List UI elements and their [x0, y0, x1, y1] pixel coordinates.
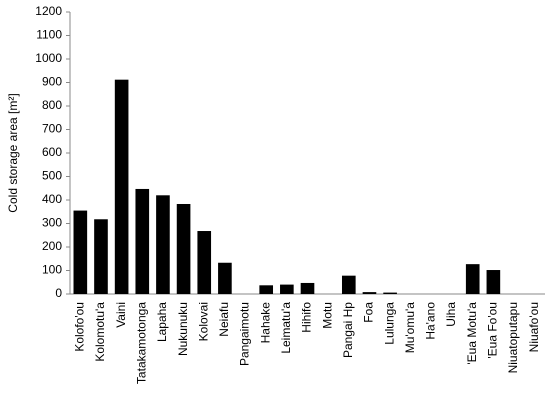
- bar: [156, 195, 170, 294]
- x-tick-label: Kolovai: [196, 302, 210, 341]
- x-tick-label: Vaini: [114, 302, 128, 328]
- x-tick-label: Pangaimotu: [238, 302, 252, 366]
- x-tick-label: Foa: [362, 302, 376, 323]
- y-tick-label: 200: [42, 239, 62, 253]
- x-tick-label: Neiafu: [217, 302, 231, 337]
- bar: [383, 292, 397, 294]
- y-tick-label: 300: [42, 216, 62, 230]
- bar: [280, 284, 294, 294]
- x-tick-label: Uiha: [444, 302, 458, 327]
- bar: [259, 285, 274, 294]
- bar: [135, 188, 150, 294]
- x-tick-label: Ha'ano: [424, 302, 438, 340]
- y-tick-label: 800: [42, 98, 62, 112]
- x-tick-label: Nukunuku: [176, 302, 190, 356]
- bar: [341, 275, 356, 294]
- y-tick-label: 600: [42, 145, 62, 159]
- x-tick-label: 'Eua Fo'ou: [486, 302, 500, 359]
- y-tick-label: 1000: [35, 51, 62, 65]
- x-tick-label: Pangai Hp: [341, 302, 355, 358]
- x-tick-label: Tatakamotonga: [134, 302, 148, 384]
- bar: [300, 282, 315, 294]
- y-axis-label: Cold storage area [m²]: [6, 93, 20, 212]
- x-tick-label: Kolomotu'a: [93, 302, 107, 362]
- y-tick-label: 400: [42, 192, 62, 206]
- bar: [114, 79, 129, 295]
- y-tick-label: 500: [42, 169, 62, 183]
- y-tick-label: 1200: [35, 4, 62, 18]
- bar: [465, 264, 480, 294]
- bar: [218, 262, 232, 294]
- y-tick-label: 1100: [36, 28, 62, 42]
- x-tick-label: Niuafo'ou: [527, 302, 541, 352]
- x-tick-label: Motu: [320, 302, 334, 329]
- bar: [197, 231, 212, 294]
- y-tick-label: 900: [42, 75, 62, 89]
- x-tick-label: 'Eua Motu'a: [465, 302, 479, 365]
- y-tick-label: 0: [55, 286, 62, 300]
- x-tick-label: Kolofo'ou: [72, 302, 86, 352]
- x-tick-label: Leimatu'a: [279, 302, 293, 354]
- y-tick-label: 700: [42, 122, 62, 136]
- bar: [486, 270, 501, 294]
- x-tick-label: Hahake: [258, 302, 272, 344]
- bar: [94, 219, 108, 294]
- bar: [362, 292, 377, 294]
- x-tick-label: Lulunga: [382, 302, 396, 345]
- y-tick-label: 100: [42, 263, 62, 277]
- x-tick-label: Lapaha: [155, 302, 169, 342]
- x-tick-label: Hihifo: [300, 302, 314, 333]
- bar: [73, 210, 88, 294]
- x-tick-label: Mu'omu'a: [403, 302, 417, 354]
- bar: [176, 203, 191, 294]
- x-tick-label: Niuatoputapu: [506, 302, 520, 373]
